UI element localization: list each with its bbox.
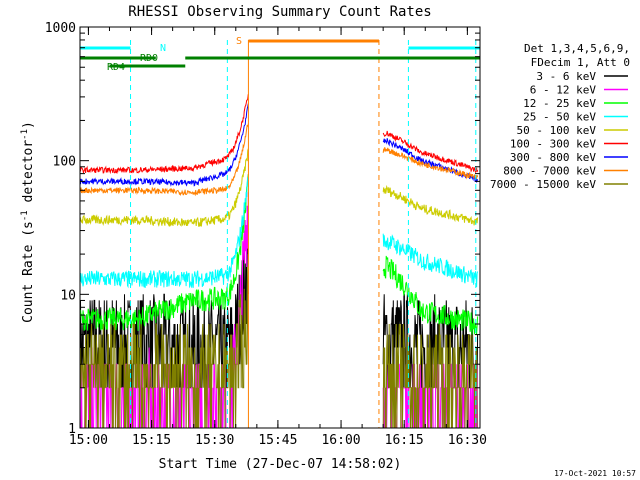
legend-entry-4: 25 - 50 keV bbox=[523, 111, 596, 124]
legend-entry-2: 6 - 12 keV bbox=[530, 84, 597, 97]
legend-header-line-1: Det 1,3,4,5,6,9, bbox=[524, 42, 630, 55]
series-line-3 bbox=[79, 173, 249, 332]
y-tick-label-4: 1000 bbox=[45, 21, 76, 36]
x-tick-label-7: 16:30 bbox=[448, 433, 487, 448]
axes: 15:00 15:15 15:30 15:45 16:00 16:15 16:30 1 10 10… bbox=[45, 21, 487, 448]
timestamp-footer: 17-Oct-2021 10:57 bbox=[554, 469, 636, 478]
y-tick-label-3: 100 bbox=[53, 155, 76, 170]
series-line-3 bbox=[382, 255, 479, 335]
series-line-5 bbox=[382, 184, 479, 226]
legend-entry-7: 300 - 800 keV bbox=[510, 151, 596, 164]
x-tick-label-4: 15:45 bbox=[258, 433, 297, 448]
x-tick-label-5: 16:00 bbox=[321, 433, 360, 448]
series-line-4 bbox=[382, 233, 479, 288]
y-tick-label-2: 10 bbox=[60, 288, 76, 303]
series-line-7 bbox=[79, 103, 249, 187]
legend-entry-5: 50 - 100 keV bbox=[517, 124, 597, 137]
x-axis-label: Start Time (27-Dec-07 14:58:02) bbox=[159, 457, 402, 472]
legend-entry-6: 100 - 300 keV bbox=[510, 138, 596, 151]
flag-label-3: RD0 bbox=[140, 53, 158, 64]
series-line-6 bbox=[382, 130, 479, 174]
x-tick-label-6: 16:15 bbox=[385, 433, 424, 448]
x-tick-label-3: 15:30 bbox=[195, 433, 234, 448]
series-line-4 bbox=[79, 177, 249, 289]
series-line-6 bbox=[79, 94, 249, 175]
flag-label-5: S bbox=[236, 36, 242, 47]
legend: Det 1,3,4,5,6,9, FDecim 1, Att 0 3 - 6 k… bbox=[490, 42, 630, 191]
plot-frame bbox=[79, 26, 481, 429]
legend-entry-8: 800 - 7000 keV bbox=[503, 165, 596, 178]
flag-label-2: N bbox=[160, 43, 166, 54]
legend-entry-1: 3 - 6 keV bbox=[536, 70, 596, 83]
series-line-8 bbox=[382, 147, 479, 180]
legend-entry-3: 12 - 25 keV bbox=[523, 97, 596, 110]
legend-header-line-2: FDecim 1, Att 0 bbox=[531, 56, 630, 69]
legend-entry-9: 7000 - 15000 keV bbox=[490, 178, 596, 191]
x-tick-label-1: 15:00 bbox=[69, 433, 108, 448]
series-line-7 bbox=[382, 138, 479, 183]
series-line-1 bbox=[79, 234, 249, 389]
y-axis-label: Count Rate (s-1 detector-1) bbox=[20, 121, 36, 323]
y-tick-label-1: 1 bbox=[68, 422, 76, 437]
chart-title: RHESSI Observing Summary Count Rates bbox=[128, 4, 431, 20]
x-tick-label-2: 15:15 bbox=[132, 433, 171, 448]
series-line-9 bbox=[382, 323, 478, 429]
series-line-8 bbox=[79, 123, 249, 197]
flag-label-4: RD4 bbox=[107, 62, 125, 73]
series-line-5 bbox=[79, 148, 249, 227]
